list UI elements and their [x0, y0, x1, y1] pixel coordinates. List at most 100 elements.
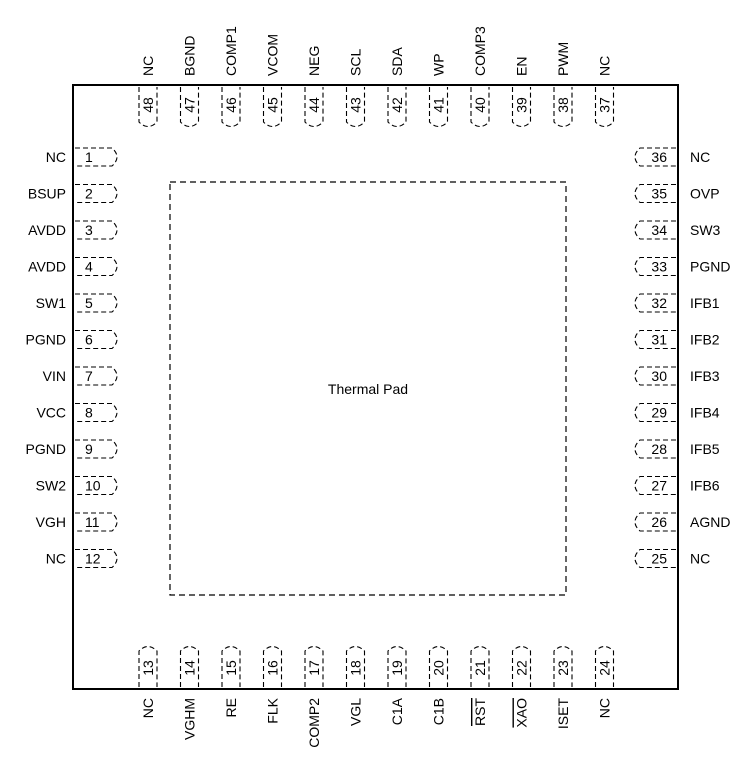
pin-number: 21	[472, 660, 488, 676]
pin-pad-12	[75, 548, 118, 569]
pin-6: 6 PGND	[26, 329, 118, 350]
pin-8: 8 VCC	[36, 402, 118, 423]
pin-label: NC	[46, 149, 66, 165]
pin-pad-22	[511, 645, 532, 687]
pin-label: VCOM	[265, 34, 281, 76]
pin-12: 12 NC	[46, 548, 118, 569]
pin-39: 39 EN	[511, 57, 532, 128]
pin-7: 7 VIN	[43, 366, 118, 386]
pin-48: 48 NC	[138, 56, 158, 128]
pin-pad-1	[75, 147, 118, 167]
pin-pad-8	[75, 402, 118, 423]
pin-label: NC	[597, 698, 613, 718]
pin-label: VCC	[36, 405, 66, 421]
pin-37: 37 NC	[594, 56, 615, 128]
pin-number: 45	[265, 97, 281, 113]
pin-number: 28	[651, 441, 667, 457]
pin-pad-18	[345, 645, 366, 687]
pin-label: SW3	[690, 222, 721, 238]
thermal-pad-label: Thermal Pad	[328, 381, 408, 397]
pin-number: 19	[389, 660, 405, 676]
pins-layer: 1 NC 2 BSUP 3 AVDD 4 AVDD 5 SW1 6 PGND 7 VIN 8 VCC 9 PGND…	[26, 26, 731, 748]
pin-number: 11	[85, 514, 100, 530]
pin-number: 4	[85, 259, 93, 275]
pin-pad-29	[634, 402, 676, 423]
pin-pad-5	[75, 293, 118, 313]
pin-number: 17	[306, 660, 322, 676]
pin-label: COMP2	[306, 698, 322, 748]
pin-label: SW2	[36, 478, 67, 494]
pin-pad-13	[138, 645, 158, 687]
pin-label: XAO	[514, 698, 530, 728]
pin-pad-26	[634, 512, 676, 532]
pin-number: 22	[514, 660, 530, 676]
pin-pad-46	[221, 87, 241, 128]
pin-label: NC	[690, 149, 710, 165]
pin-number: 31	[651, 332, 667, 348]
pin-29: 29 IFB4	[634, 402, 720, 423]
pin-pad-28	[634, 439, 676, 459]
pin-number: 5	[85, 295, 93, 311]
pin-14: 14 VGHM	[179, 645, 200, 740]
pin-number: 3	[85, 222, 93, 238]
pin-1: 1 NC	[46, 147, 118, 167]
pin-9: 9 PGND	[26, 439, 118, 459]
pin-number: 44	[306, 97, 322, 113]
pin-number: 27	[651, 478, 667, 494]
pin-pad-40	[470, 87, 490, 128]
pin-42: 42 SDA	[387, 47, 407, 128]
pin-number: 38	[555, 97, 571, 113]
pin-30: 30 IFB3	[634, 366, 720, 386]
pin-pad-3	[75, 220, 118, 240]
pin-number: 35	[651, 186, 667, 202]
pin-pad-27	[634, 475, 676, 496]
pin-number: 10	[85, 478, 101, 494]
pin-pad-14	[179, 645, 200, 687]
pin-3: 3 AVDD	[28, 220, 118, 240]
pin-33: 33 PGND	[634, 256, 730, 277]
pin-pad-9	[75, 439, 118, 459]
pin-number: 12	[85, 551, 101, 567]
pin-number: 36	[651, 149, 667, 165]
pin-pad-35	[634, 183, 676, 204]
pin-21: 21 RST	[470, 645, 490, 726]
pin-4: 4 AVDD	[28, 256, 118, 277]
thermal-pad	[169, 181, 567, 596]
pin-label: PWM	[555, 42, 571, 76]
pin-number: 16	[265, 660, 281, 676]
pin-pad-43	[345, 87, 366, 128]
pin-label: EN	[514, 57, 530, 76]
pin-5: 5 SW1	[36, 293, 118, 313]
pin-label: C1B	[431, 698, 447, 725]
pin-10: 10 SW2	[36, 475, 118, 496]
pin-label: PGND	[26, 332, 66, 348]
pin-38: 38 PWM	[553, 42, 573, 128]
pin-31: 31 IFB2	[634, 329, 720, 350]
pin-pad-6	[75, 329, 118, 350]
pin-number: 9	[85, 441, 93, 457]
pin-34: 34 SW3	[634, 220, 721, 240]
pin-label: WP	[431, 53, 447, 76]
pin-pad-15	[221, 645, 241, 687]
pin-pad-19	[387, 645, 407, 687]
pin-label: IFB1	[690, 295, 720, 311]
pin-label: VIN	[43, 368, 66, 384]
pin-pad-24	[594, 645, 615, 687]
pin-pad-10	[75, 475, 118, 496]
pin-43: 43 SCL	[345, 49, 366, 128]
pin-pad-23	[553, 645, 573, 687]
pin-number: 1	[85, 149, 93, 165]
pin-label: NC	[140, 56, 156, 76]
pin-18: 18 VGL	[345, 645, 366, 726]
pin-46: 46 COMP1	[221, 26, 241, 128]
pin-number: 13	[140, 660, 156, 676]
pin-label: ISET	[555, 698, 571, 730]
pin-pad-33	[634, 256, 676, 277]
pin-label: IFB4	[690, 405, 720, 421]
pin-number: 48	[140, 97, 156, 113]
pin-pad-2	[75, 183, 118, 204]
pin-45: 45 VCOM	[262, 34, 283, 128]
pin-13: 13 NC	[138, 645, 158, 718]
pin-label: BSUP	[28, 186, 66, 202]
